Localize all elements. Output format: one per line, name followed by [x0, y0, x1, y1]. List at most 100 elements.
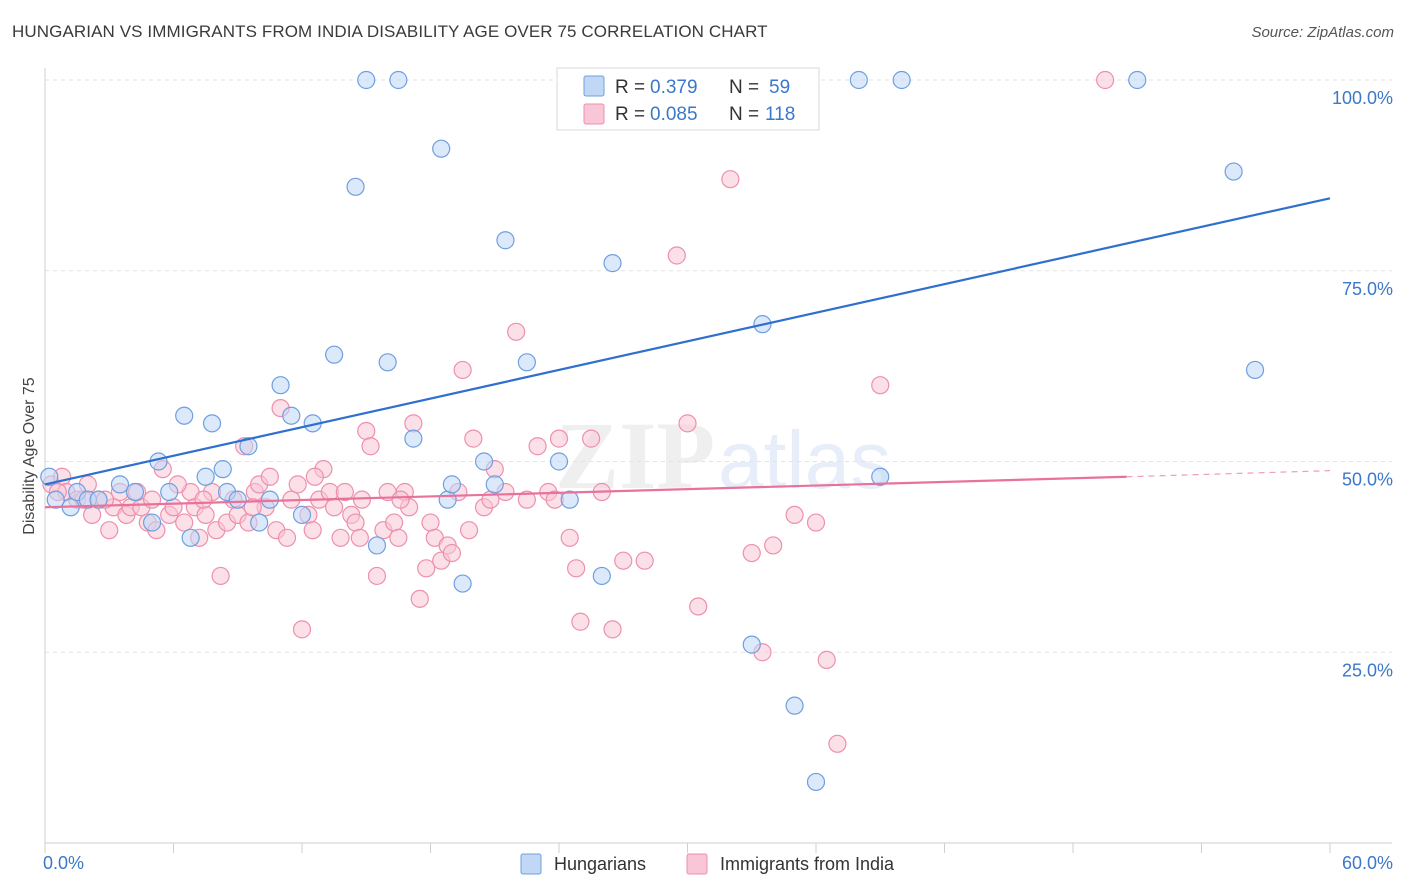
india-trend-extension [1126, 470, 1331, 478]
india-point-35 [260, 467, 279, 486]
hungarian-point-29 [378, 353, 397, 372]
hungarian-point-17 [228, 490, 247, 509]
hungarian-point-10 [160, 482, 179, 502]
legend-r-label-1: R = [615, 77, 645, 98]
india-point-82 [560, 528, 579, 547]
ticks: 100.0% 75.0% 50.0% 25.0% 0.0% 60.0% [43, 88, 1393, 873]
legend-swatch-india [583, 103, 605, 125]
india-point-100 [871, 376, 890, 395]
legend-n-label-1: N = [729, 77, 759, 98]
legend-r-label-2: R = [615, 104, 645, 125]
hungarian-point-27 [357, 70, 376, 90]
legend-swatch-india-bottom [686, 853, 708, 875]
hungarian-point-33 [438, 490, 457, 509]
legend-r-value-1: 0.379 [650, 77, 698, 98]
hungarian-point-41 [560, 490, 579, 509]
trend-lines [44, 197, 1331, 509]
x-tick-label-min: 0.0% [43, 853, 84, 873]
legend-swatch-hungarians-bottom [520, 853, 542, 875]
hungarian-point-18 [239, 437, 258, 456]
india-point-88 [635, 551, 654, 570]
india-point-51 [346, 513, 365, 532]
india-point-26 [211, 566, 230, 586]
hungarian-point-8 [142, 513, 162, 532]
india-point-95 [764, 536, 783, 555]
gridlines [45, 79, 1392, 653]
india-point-83 [567, 559, 586, 578]
india-point-81 [549, 429, 569, 448]
india-point-54 [361, 437, 380, 456]
india-point-64 [417, 559, 436, 578]
hungarian-point-1 [46, 490, 65, 509]
india-point-5 [83, 505, 102, 525]
hungarian-point-15 [213, 460, 232, 479]
india-point-38 [277, 528, 297, 547]
india-point-14 [142, 490, 162, 509]
india-point-62 [404, 414, 423, 433]
india-point-79 [528, 437, 547, 456]
hungarian-point-35 [453, 574, 472, 593]
hungarian-point-39 [517, 353, 536, 372]
hungarian-point-38 [496, 231, 515, 250]
india-point-69 [442, 543, 462, 563]
india-point-63 [410, 589, 429, 608]
india-point-55 [367, 566, 387, 586]
legend-label-india: Immigrants from India [720, 854, 895, 874]
india-point-53 [357, 421, 376, 441]
series-legend: Hungarians Immigrants from India [520, 853, 895, 875]
hungarian-point-36 [474, 452, 494, 471]
india-point-49 [335, 482, 354, 502]
india-point-40 [288, 475, 307, 494]
india-point-86 [603, 620, 622, 639]
hungarian-point-14 [202, 414, 222, 433]
india-point-73 [464, 429, 483, 448]
legend-n-label-2: N = [729, 104, 759, 125]
india-point-96 [785, 505, 804, 525]
hungarian-point-26 [346, 177, 365, 196]
legend-swatch-hungarians [583, 75, 605, 97]
india-point-87 [614, 551, 633, 570]
india-point-19 [175, 513, 194, 532]
hungarian-point-5 [89, 490, 108, 509]
hungarian-trend-line [44, 197, 1331, 486]
india-point-48 [331, 528, 350, 547]
hungarian-point-49 [806, 772, 826, 792]
india-point-84 [571, 612, 590, 631]
hungarian-point-7 [125, 482, 145, 502]
stats-legend: R = 0.379 N = 59 R = 0.085 N = 118 [556, 67, 820, 131]
india-point-105 [305, 467, 324, 486]
hungarian-point-23 [292, 505, 312, 525]
hungarian-point-32 [432, 139, 451, 158]
india-point-93 [742, 543, 761, 563]
hungarian-point-51 [871, 467, 890, 486]
legend-label-hungarians: Hungarians [554, 854, 646, 874]
y-tick-label-2: 50.0% [1342, 470, 1393, 490]
x-tick-label-max: 60.0% [1342, 853, 1393, 873]
india-point-114 [194, 490, 213, 509]
hungarian-point-54 [1224, 162, 1243, 181]
india-point-98 [817, 650, 836, 669]
hungarian-point-37 [485, 475, 504, 494]
watermark-atlas: atlas [718, 415, 891, 506]
hungarian-point-43 [592, 566, 611, 586]
hungarian-point-44 [603, 254, 622, 273]
india-point-107 [391, 490, 410, 509]
hungarian-point-46 [742, 635, 761, 654]
hungarian-point-21 [271, 376, 290, 395]
hungarian-point-20 [260, 490, 279, 509]
hungarian-point-48 [785, 696, 804, 715]
data-points [40, 70, 1265, 792]
india-point-89 [667, 246, 686, 265]
hungarian-point-11 [175, 406, 194, 425]
hungarian-point-52 [892, 70, 911, 90]
legend-n-value-2: 118 [765, 104, 795, 125]
hungarian-point-12 [181, 528, 200, 547]
hungarian-point-0 [40, 467, 59, 486]
hungarian-point-30 [389, 70, 408, 90]
india-point-52 [352, 490, 372, 509]
india-point-71 [453, 360, 472, 380]
india-point-41 [292, 620, 312, 639]
india-point-78 [517, 490, 536, 509]
hungarian-point-31 [404, 429, 423, 448]
